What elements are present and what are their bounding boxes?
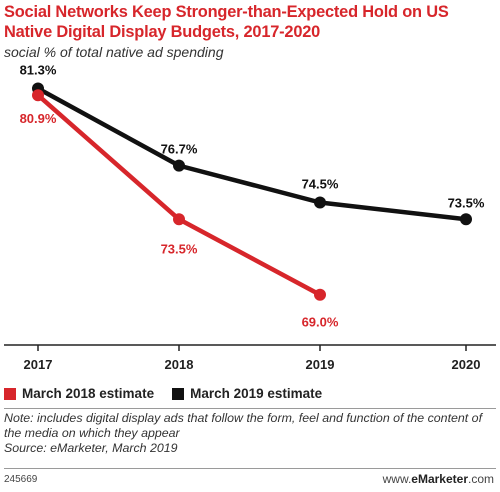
legend-swatch-red	[4, 387, 16, 400]
data-point	[173, 159, 185, 172]
legend-item-march-2019: March 2019 estimate	[172, 386, 322, 401]
series-line	[36, 93, 322, 297]
brand-url: www.eMarketer.com	[382, 472, 494, 486]
data-label: 74.5%	[302, 177, 339, 192]
line-chart: 2017 2018 2019 2020 81.3% 76.7% 74.5% 73.5% 80.…	[4, 63, 496, 372]
x-tick-label: 2019	[306, 357, 335, 372]
data-label: 81.3%	[20, 63, 57, 78]
chart-subtitle: social % of total native ad spending	[4, 44, 224, 60]
data-point	[314, 288, 326, 301]
x-tick-label: 2018	[165, 357, 194, 372]
legend-label: March 2019 estimate	[190, 386, 323, 401]
data-label: 73.5%	[161, 241, 198, 256]
x-tick-label: 2017	[24, 357, 53, 372]
footnote: Note: includes digital display ads that …	[4, 411, 496, 456]
data-point	[32, 89, 44, 102]
divider	[4, 408, 496, 409]
data-label: 80.9%	[20, 111, 57, 126]
data-label: 76.7%	[161, 142, 198, 157]
legend-swatch-black	[172, 387, 185, 400]
data-point	[173, 213, 185, 226]
chart-title: Social Networks Keep Stronger-than-Expec…	[4, 3, 449, 41]
divider	[4, 468, 496, 469]
chart-id: 245669	[4, 474, 38, 485]
series-line	[36, 86, 467, 222]
data-point	[460, 213, 472, 226]
legend-item-march-2018: March 2018 estimate	[4, 386, 154, 401]
legend: March 2018 estimate March 2019 estimate	[4, 386, 322, 401]
note-text: Note: includes digital display ads that …	[4, 411, 483, 440]
data-label: 69.0%	[302, 315, 339, 330]
data-point	[314, 196, 326, 209]
legend-label: March 2018 estimate	[22, 386, 155, 401]
x-tick-label: 2020	[452, 357, 481, 372]
data-label: 73.5%	[448, 195, 485, 210]
source-text: Source: eMarketer, March 2019	[4, 441, 178, 455]
